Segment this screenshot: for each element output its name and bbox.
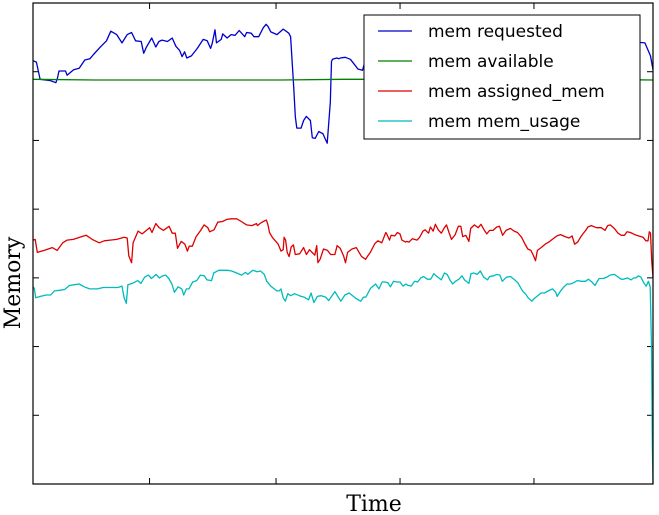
x-axis-label: Time bbox=[346, 492, 402, 515]
y-axis-label: Memory bbox=[1, 236, 26, 329]
legend-label-2: mem available bbox=[428, 52, 554, 72]
legend: mem requested mem available mem assigned_m… bbox=[363, 14, 641, 140]
legend-box bbox=[363, 14, 641, 140]
legend-label-4: mem mem_usage bbox=[428, 112, 580, 132]
legend-label-3: mem assigned_mem bbox=[428, 82, 605, 102]
series-line-4 bbox=[32, 269, 654, 485]
series-line-3 bbox=[32, 218, 654, 278]
plot-border bbox=[32, 2, 654, 485]
legend-label-1: mem requested bbox=[428, 22, 563, 42]
